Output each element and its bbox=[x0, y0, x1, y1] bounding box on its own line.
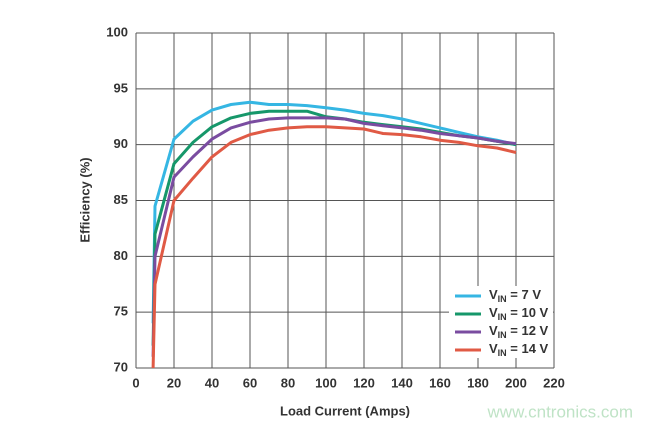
x-tick-label: 120 bbox=[353, 375, 375, 390]
x-tick-label: 60 bbox=[243, 375, 257, 390]
y-tick-label: 95 bbox=[114, 80, 128, 95]
x-tick-label: 140 bbox=[391, 375, 413, 390]
x-tick-label: 180 bbox=[467, 375, 489, 390]
y-axis-title: Efficiency (%) bbox=[77, 157, 92, 242]
y-tick-label: 75 bbox=[114, 304, 128, 319]
x-axis-title: Load Current (Amps) bbox=[280, 403, 410, 418]
legend-label: VIN = 10 V bbox=[489, 305, 549, 322]
x-tick-label: 200 bbox=[505, 375, 527, 390]
x-tick-label: 160 bbox=[429, 375, 451, 390]
x-tick-label: 0 bbox=[132, 375, 139, 390]
x-tick-label: 20 bbox=[167, 375, 181, 390]
y-tick-label: 100 bbox=[106, 24, 128, 39]
legend-label: VIN = 7 V bbox=[489, 287, 541, 304]
legend-box bbox=[449, 286, 553, 358]
x-tick-label: 80 bbox=[281, 375, 295, 390]
y-tick-label: 85 bbox=[114, 192, 128, 207]
y-tick-label: 80 bbox=[114, 248, 128, 263]
data-line bbox=[151, 116, 517, 357]
x-tick-label: 100 bbox=[315, 375, 337, 390]
x-tick-label: 40 bbox=[205, 375, 219, 390]
watermark: www.cntronics.com bbox=[487, 402, 633, 421]
y-tick-label: 70 bbox=[114, 359, 128, 374]
x-tick-label: 220 bbox=[543, 375, 565, 390]
y-tick-label: 90 bbox=[114, 136, 128, 151]
legend-label: VIN = 12 V bbox=[489, 323, 549, 340]
data-line bbox=[151, 125, 517, 369]
data-line bbox=[151, 100, 517, 324]
legend-label: VIN = 14 V bbox=[489, 341, 549, 358]
